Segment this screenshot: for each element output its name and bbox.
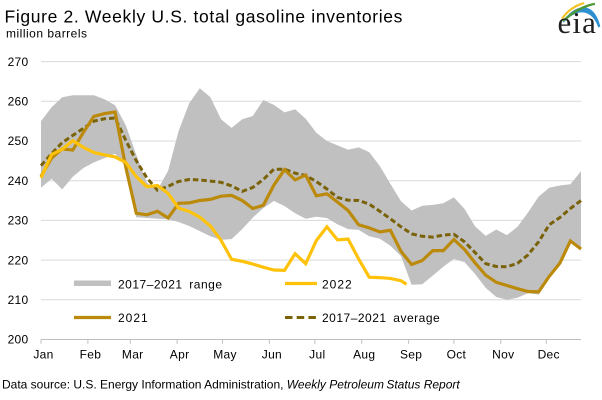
svg-text:250: 250 <box>8 134 29 148</box>
svg-text:Feb: Feb <box>80 348 102 362</box>
svg-text:240: 240 <box>8 174 29 188</box>
svg-text:Mar: Mar <box>122 348 144 362</box>
svg-text:Aug: Aug <box>353 348 375 362</box>
svg-text:2017–2021 average: 2017–2021 average <box>322 311 440 325</box>
svg-text:Jan: Jan <box>33 348 53 362</box>
svg-text:Jun: Jun <box>262 348 282 362</box>
svg-text:200: 200 <box>8 333 29 347</box>
svg-text:Nov: Nov <box>492 348 514 362</box>
svg-text:260: 260 <box>8 95 29 109</box>
svg-text:Sep: Sep <box>400 348 422 362</box>
svg-text:Oct: Oct <box>447 348 467 362</box>
svg-text:2022: 2022 <box>322 278 353 292</box>
svg-text:270: 270 <box>8 55 29 69</box>
svg-text:2017–2021 range: 2017–2021 range <box>118 278 223 292</box>
svg-text:Apr: Apr <box>170 348 190 362</box>
svg-text:Figure 2. Weekly U.S. total ga: Figure 2. Weekly U.S. total gasoline inv… <box>5 7 404 27</box>
svg-text:2021: 2021 <box>118 311 149 325</box>
svg-text:230: 230 <box>8 214 29 228</box>
svg-text:eia: eia <box>558 5 597 40</box>
svg-text:million barrels: million barrels <box>6 27 88 41</box>
svg-text:Jul: Jul <box>309 348 325 362</box>
svg-text:220: 220 <box>8 253 29 267</box>
svg-text:210: 210 <box>8 293 29 307</box>
svg-text:Dec: Dec <box>538 348 560 362</box>
svg-text:Data source: U.S. Energy Infor: Data source: U.S. Energy Information Adm… <box>2 378 460 392</box>
svg-text:May: May <box>213 348 237 362</box>
